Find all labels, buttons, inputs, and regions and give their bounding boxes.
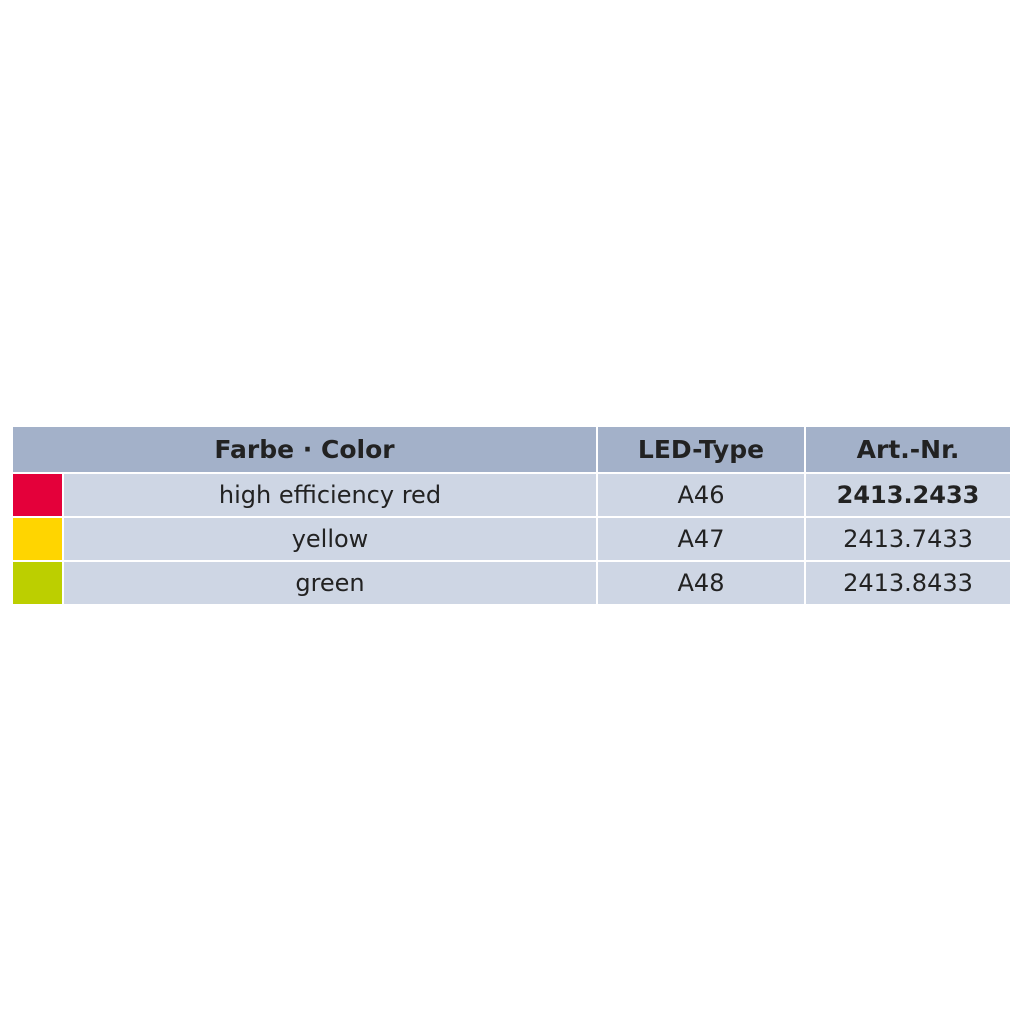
led-type: A46 bbox=[598, 474, 804, 516]
table-row: high efficiency red A46 2413.2433 bbox=[13, 474, 1011, 516]
table-row: green A48 2413.8433 bbox=[13, 562, 1011, 604]
art-nr: 2413.7433 bbox=[806, 518, 1010, 560]
color-swatch bbox=[13, 562, 62, 604]
table-header-row: Farbe · Color LED-Type Art.-Nr. bbox=[13, 427, 1011, 472]
table-row: yellow A47 2413.7433 bbox=[13, 518, 1011, 560]
led-type: A48 bbox=[598, 562, 804, 604]
led-product-table: Farbe · Color LED-Type Art.-Nr. high eff… bbox=[13, 427, 1011, 606]
header-color: Farbe · Color bbox=[13, 427, 596, 472]
art-nr: 2413.8433 bbox=[806, 562, 1010, 604]
art-nr: 2413.2433 bbox=[806, 474, 1010, 516]
color-swatch bbox=[13, 518, 62, 560]
color-name: yellow bbox=[64, 518, 596, 560]
header-led-type: LED-Type bbox=[598, 427, 804, 472]
led-type: A47 bbox=[598, 518, 804, 560]
color-swatch bbox=[13, 474, 62, 516]
color-name: high efficiency red bbox=[64, 474, 596, 516]
color-name: green bbox=[64, 562, 596, 604]
header-art-nr: Art.-Nr. bbox=[806, 427, 1010, 472]
